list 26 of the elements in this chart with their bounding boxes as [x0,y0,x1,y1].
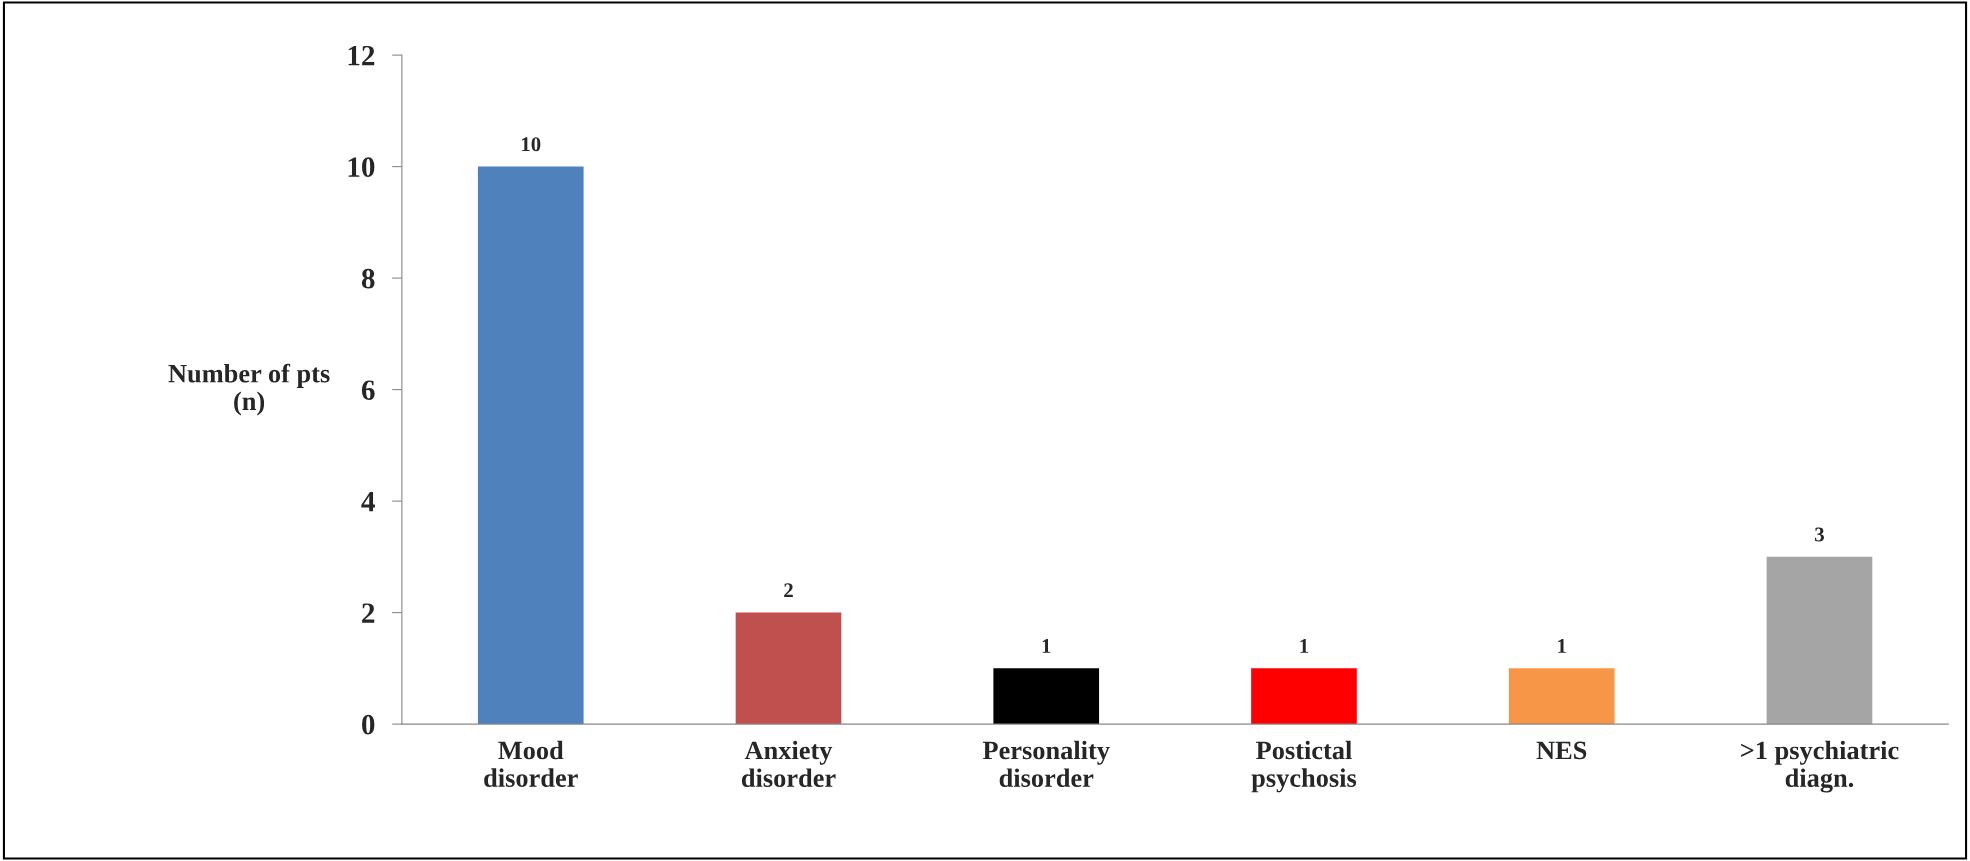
y-tick-label: 6 [361,380,375,401]
x-tick-label: Anxiety disorder [741,740,836,788]
data-label: 1 [1558,639,1566,653]
y-tick-label: 10 [348,157,375,178]
data-label: 2 [784,583,793,598]
bar [1766,556,1873,725]
bar [1508,668,1615,725]
data-label: 1 [1300,639,1309,653]
data-label: 1 [1042,639,1051,653]
y-tick-label: 12 [348,45,375,66]
y-tick-label: 4 [361,492,375,512]
x-tick-label: Postictal psychosis [1251,740,1357,793]
y-tick-label: 2 [362,603,375,623]
bar [477,166,584,725]
y-tick-label: 8 [361,268,375,289]
x-tick-label: NES [1536,741,1587,760]
data-label: 10 [522,137,541,152]
x-tick-label: Personality disorder [982,740,1110,788]
data-label: 3 [1815,527,1824,542]
y-axis-title: Number of pts (n) [168,363,330,416]
x-tick-label: >1 psychiatric diagn. [1741,740,1899,793]
bar [1251,668,1357,725]
bar [993,668,1100,725]
y-tick-label: 0 [362,714,375,735]
x-tick-label: Mood disorder [484,740,578,787]
bar [735,612,842,725]
